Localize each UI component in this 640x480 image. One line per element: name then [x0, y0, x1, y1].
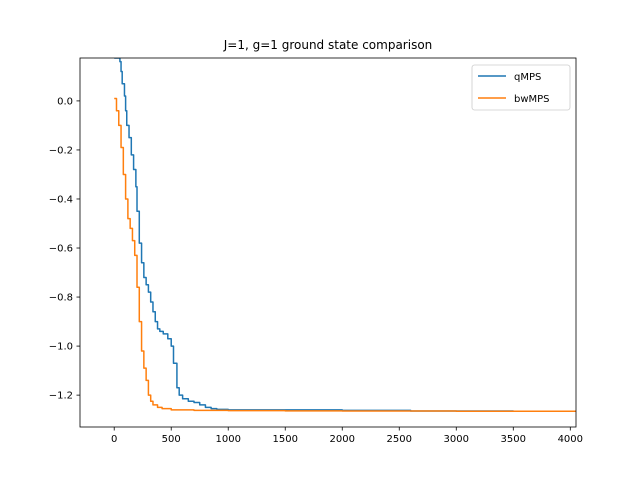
- y-tick-label: −0.2: [49, 145, 73, 156]
- legend-label-qmps: qMPS: [514, 72, 541, 83]
- axis-ticks: 0 500 1000 1500 2000 2500 3000 3500 4000 0.0 −0.2 −…: [49, 96, 583, 445]
- plot-area: [114, 58, 576, 413]
- legend-label-bwmps: bwMPS: [514, 94, 550, 105]
- x-tick-label: 0: [111, 434, 117, 445]
- x-tick-label: 1000: [216, 434, 241, 445]
- x-tick-label: 3500: [501, 434, 526, 445]
- x-tick-label: 1500: [273, 434, 298, 445]
- y-tick-label: −0.6: [49, 244, 73, 255]
- legend: qMPS bwMPS: [471, 64, 571, 111]
- x-tick-label: 2500: [387, 434, 412, 445]
- axes-frame: [79, 57, 577, 428]
- series-line-bwmps: [114, 97, 576, 413]
- chart-title: J=1, g=1 ground state comparison: [223, 38, 433, 52]
- series-line-qmps: [114, 58, 576, 413]
- y-tick-label: 0.0: [57, 96, 73, 107]
- x-tick-label: 4000: [558, 434, 583, 445]
- x-tick-label: 3000: [444, 434, 469, 445]
- y-tick-label: −1.0: [49, 342, 73, 353]
- y-tick-label: −1.2: [49, 391, 73, 402]
- x-tick-label: 500: [162, 434, 181, 445]
- x-tick-label: 2000: [330, 434, 355, 445]
- y-tick-label: −0.4: [49, 194, 73, 205]
- y-tick-label: −0.8: [49, 293, 73, 304]
